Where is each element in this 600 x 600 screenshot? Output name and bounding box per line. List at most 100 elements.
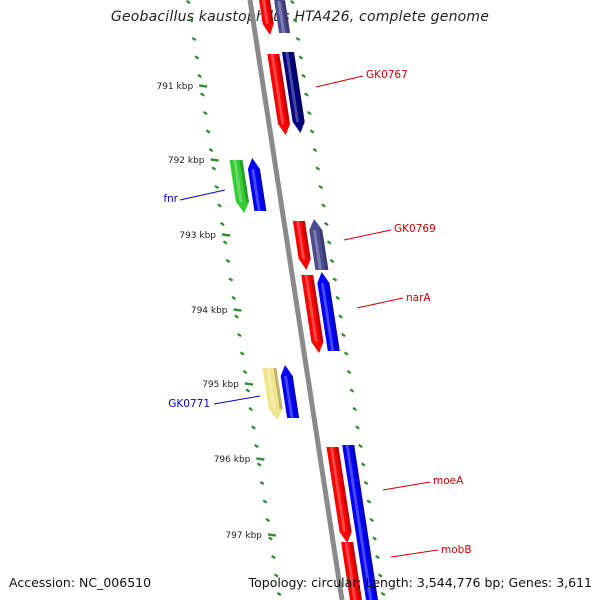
kbp-tick-label: 793 kbp xyxy=(179,231,216,241)
track-tick-0 xyxy=(256,462,262,467)
track-tick-0 xyxy=(271,554,276,560)
track-tick-0 xyxy=(262,499,268,504)
track-tick-1 xyxy=(312,147,318,153)
gene-arrow-highlight xyxy=(304,275,318,342)
genome-summary: Topology: circular; Length: 3,544,776 bp… xyxy=(248,575,592,590)
feature-layer xyxy=(229,0,378,600)
gene-arrow-highlight xyxy=(233,160,243,202)
gene-arrow-shade xyxy=(301,221,311,259)
track-tick-1 xyxy=(341,332,346,338)
gene-arrow-highlight xyxy=(277,1,286,33)
track-tick-1 xyxy=(372,536,377,541)
track-tick-0 xyxy=(251,425,256,430)
gene-label-fnr: fnr xyxy=(163,189,226,205)
gene-label-text: narA xyxy=(406,292,431,304)
gene-arrow-highlight xyxy=(345,445,373,600)
gene-arrow xyxy=(247,158,267,211)
track-tick-0 xyxy=(200,92,205,97)
accession-text: Accession: NC_006510 xyxy=(9,575,152,590)
track-tick-1 xyxy=(304,92,309,97)
track-tick-1 xyxy=(360,462,366,467)
gene-arrow-body xyxy=(247,158,267,211)
gene-arrow-shade xyxy=(256,169,267,211)
track-tick-1 xyxy=(306,110,312,116)
track-tick-1 xyxy=(377,573,383,578)
kbp-tick-label: 796 kbp xyxy=(214,455,251,465)
gene-arrow-shade xyxy=(273,368,283,409)
gene-label-text: mobB xyxy=(441,544,472,556)
kbp-tick-label: 791 kbp xyxy=(156,82,193,92)
kbp-tick-mark xyxy=(267,533,277,537)
track-tick-1 xyxy=(363,480,369,486)
track-tick-0 xyxy=(211,166,217,171)
track-tick-0 xyxy=(217,203,222,208)
gene-label-nara: narA xyxy=(356,292,431,309)
gene-label-gk0771: GK0771 xyxy=(168,395,261,410)
gene-arrow xyxy=(342,445,378,600)
gene-arrow xyxy=(229,160,249,213)
gene-label-text: GK0771 xyxy=(168,398,210,410)
gene-arrow xyxy=(262,368,283,420)
track-tick-1 xyxy=(321,203,326,208)
gene-arrow-shade xyxy=(267,0,274,24)
track-tick-0 xyxy=(222,240,228,245)
gene-arrow-body xyxy=(267,54,290,135)
gene-label-mobb: mobB xyxy=(390,544,472,558)
gene-label-text: moeA xyxy=(433,475,464,487)
gene-arrow xyxy=(259,0,274,35)
gene-arrow-highlight xyxy=(285,52,300,122)
genome-backbone xyxy=(247,0,345,600)
track-tick-1 xyxy=(324,221,329,227)
gene-arrow-body xyxy=(301,275,324,353)
track-tick-1 xyxy=(346,369,352,375)
track-tick-0 xyxy=(276,591,282,597)
track-tick-0 xyxy=(202,110,208,116)
gene-leader-line xyxy=(179,189,226,201)
gene-arrow-shade xyxy=(289,376,300,418)
track-tick-1 xyxy=(332,277,338,282)
track-tick-0 xyxy=(197,73,202,79)
track-tick-1 xyxy=(352,406,358,412)
track-tick-0 xyxy=(265,517,271,523)
gene-leader-line xyxy=(343,229,392,241)
track-tick-0 xyxy=(214,184,220,190)
map-title: Geobacillus kaustophilus HTA426, complet… xyxy=(110,9,490,25)
gene-arrow-highlight xyxy=(296,221,306,259)
track-tick-0 xyxy=(254,443,259,449)
gene-arrow-highlight xyxy=(320,283,335,351)
track-tick-0 xyxy=(185,0,191,5)
track-tick-1 xyxy=(301,73,306,79)
gene-arrow-highlight xyxy=(344,542,357,600)
track-tick-0 xyxy=(208,147,214,153)
track-tick-1 xyxy=(349,388,355,393)
gene-arrow-body xyxy=(274,0,291,33)
gene-label-text: GK0767 xyxy=(366,69,408,81)
gene-arrow-highlight xyxy=(262,0,269,24)
track-tick-0 xyxy=(239,351,245,356)
track-tick-1 xyxy=(289,0,295,5)
track-tick-1 xyxy=(318,184,324,190)
gene-arrow-shade xyxy=(282,1,291,33)
gene-arrow-body xyxy=(292,221,311,270)
track-tick-0 xyxy=(259,480,265,486)
gene-leader-line xyxy=(315,75,364,88)
gene-arrow-highlight xyxy=(251,169,261,211)
kbp-tick-mark xyxy=(233,308,242,312)
kbp-tick-mark xyxy=(199,84,208,88)
track-tick-1 xyxy=(335,295,341,301)
kbp-tick-mark xyxy=(256,457,265,461)
gene-arrow-highlight xyxy=(312,230,322,270)
track-tick-1 xyxy=(366,499,372,504)
gene-arrow xyxy=(292,221,311,270)
gene-arrow-body xyxy=(259,0,274,35)
gene-arrow-body xyxy=(229,160,249,213)
gene-arrow-shade xyxy=(350,542,362,600)
gene-arrow xyxy=(267,54,290,135)
kbp-tick-label: 794 kbp xyxy=(191,306,228,316)
gene-arrow-body xyxy=(317,272,340,351)
track-tick-1 xyxy=(338,314,343,319)
gene-label-gk0769: GK0769 xyxy=(343,223,436,241)
track-tick-0 xyxy=(205,129,211,134)
gene-arrow xyxy=(274,0,291,33)
